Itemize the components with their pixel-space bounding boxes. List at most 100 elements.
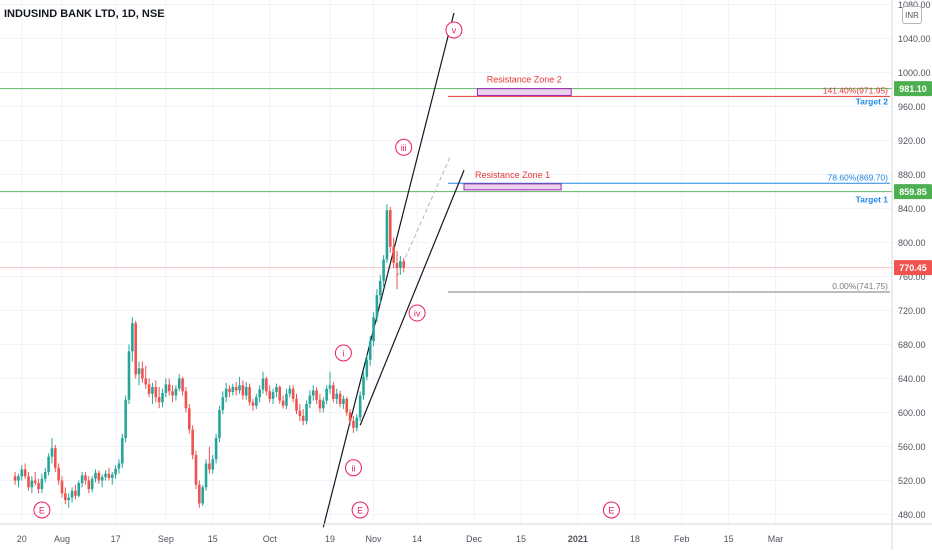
candle-body [402, 261, 405, 268]
candle-body [121, 438, 124, 464]
candle-body [74, 490, 77, 496]
wave-label-text: i [342, 349, 344, 359]
candle-body [248, 387, 251, 403]
candle-body [372, 317, 375, 342]
y-tick-label: 480.00 [898, 510, 926, 520]
candle-body [368, 341, 372, 360]
candle-body [131, 323, 134, 352]
candle-body [97, 472, 101, 481]
y-tick-label: 880.00 [898, 170, 926, 180]
resistance-zone-label: Resistance Zone 2 [487, 75, 562, 85]
candle-body [348, 412, 352, 421]
candle-body [224, 388, 228, 398]
candle-body [60, 480, 64, 494]
x-tick-label: 15 [516, 534, 526, 544]
candle-body [84, 475, 87, 481]
candle-body [261, 378, 265, 390]
resistance-zone [476, 88, 572, 96]
candle-body [57, 467, 60, 481]
candle-body [218, 409, 221, 438]
annotation-layer [0, 12, 892, 528]
candle-body [228, 388, 231, 393]
candle-body [382, 259, 385, 281]
candle-body [399, 261, 402, 268]
projection-line [396, 155, 452, 277]
price-level-badge-text: 770.45 [899, 263, 927, 273]
y-tick-label: 600.00 [898, 408, 926, 418]
candle-body [208, 463, 211, 470]
candle-body [124, 399, 127, 438]
candle-body [54, 448, 57, 468]
candle-body [285, 393, 288, 406]
candle-body [322, 400, 325, 409]
candle-body [104, 473, 107, 478]
y-tick-label: 720.00 [898, 306, 926, 316]
y-tick-label: 1080.00 [898, 0, 931, 10]
candle-body [362, 376, 365, 396]
wave-label-circle [334, 344, 352, 362]
candle-body [167, 384, 171, 392]
x-tick-label: 20 [17, 534, 27, 544]
grid-layer [0, 0, 892, 524]
time-axis[interactable]: 20 Aug 17 Sep 15 Oct 19 Nov 14 Dec 15 2021 18 Feb 15 Ma… [0, 523, 932, 544]
candle-body [161, 392, 164, 403]
y-tick-label: 560.00 [898, 442, 926, 452]
candle-body [389, 210, 392, 247]
candle-body [308, 395, 312, 404]
event-marker-text: E [357, 506, 363, 516]
x-tick-label: Mar [768, 534, 784, 544]
channel-line [359, 170, 465, 426]
y-tick-label: 1000.00 [898, 68, 931, 78]
x-tick-label: 14 [412, 534, 422, 544]
candle-body [204, 463, 208, 488]
x-tick-label: 17 [111, 534, 121, 544]
candle-body [100, 477, 104, 481]
y-tick-label: 920.00 [898, 136, 926, 146]
candle-body [355, 417, 359, 428]
currency-button[interactable]: INR [902, 6, 922, 24]
candle-body [305, 404, 308, 421]
candle-body [94, 472, 97, 479]
candle-body [134, 323, 137, 375]
wave-label-text: iv [414, 309, 421, 319]
candle-body [27, 476, 30, 488]
candle-body [258, 389, 261, 398]
wave-label-circle [445, 21, 463, 39]
wave-label-text: iii [401, 143, 407, 153]
candle-body [90, 478, 94, 489]
event-marker-text: E [39, 506, 45, 516]
x-tick-label: 2021 [568, 534, 588, 544]
candle-body [20, 469, 24, 477]
candle-body [30, 480, 34, 488]
price-level-badge-text: 859.85 [899, 187, 927, 197]
price-level-badge [894, 260, 932, 276]
candle-body [40, 478, 44, 489]
resistance-zone-label: Resistance Zone 1 [475, 170, 550, 180]
y-tick-label: 760.00 [898, 272, 926, 282]
candle-body [50, 448, 54, 457]
candle-body [271, 392, 275, 399]
candle-body [181, 378, 184, 392]
candle-body [241, 385, 245, 396]
candle-body [392, 246, 395, 263]
y-tick-label: 840.00 [898, 204, 926, 214]
x-tick-label: Sep [158, 534, 174, 544]
candle-body [87, 480, 91, 489]
price-axis[interactable]: 480.00 520.00 560.00 600.00 640.00 680.00 720.… [891, 0, 932, 550]
candle-body [23, 469, 27, 477]
candle-body [110, 474, 114, 478]
x-tick-label: Nov [366, 534, 383, 544]
candle-body [338, 393, 342, 404]
x-tick-label: Oct [263, 534, 278, 544]
y-tick-label: 800.00 [898, 238, 926, 248]
candle-body [141, 368, 144, 379]
candle-body [117, 463, 121, 469]
candle-body [13, 476, 17, 481]
candle-body [164, 384, 168, 393]
candle-body [278, 387, 282, 401]
x-tick-label: 15 [724, 534, 734, 544]
candle-body [211, 459, 215, 470]
candle-body [234, 387, 238, 391]
candle-body [288, 388, 292, 394]
